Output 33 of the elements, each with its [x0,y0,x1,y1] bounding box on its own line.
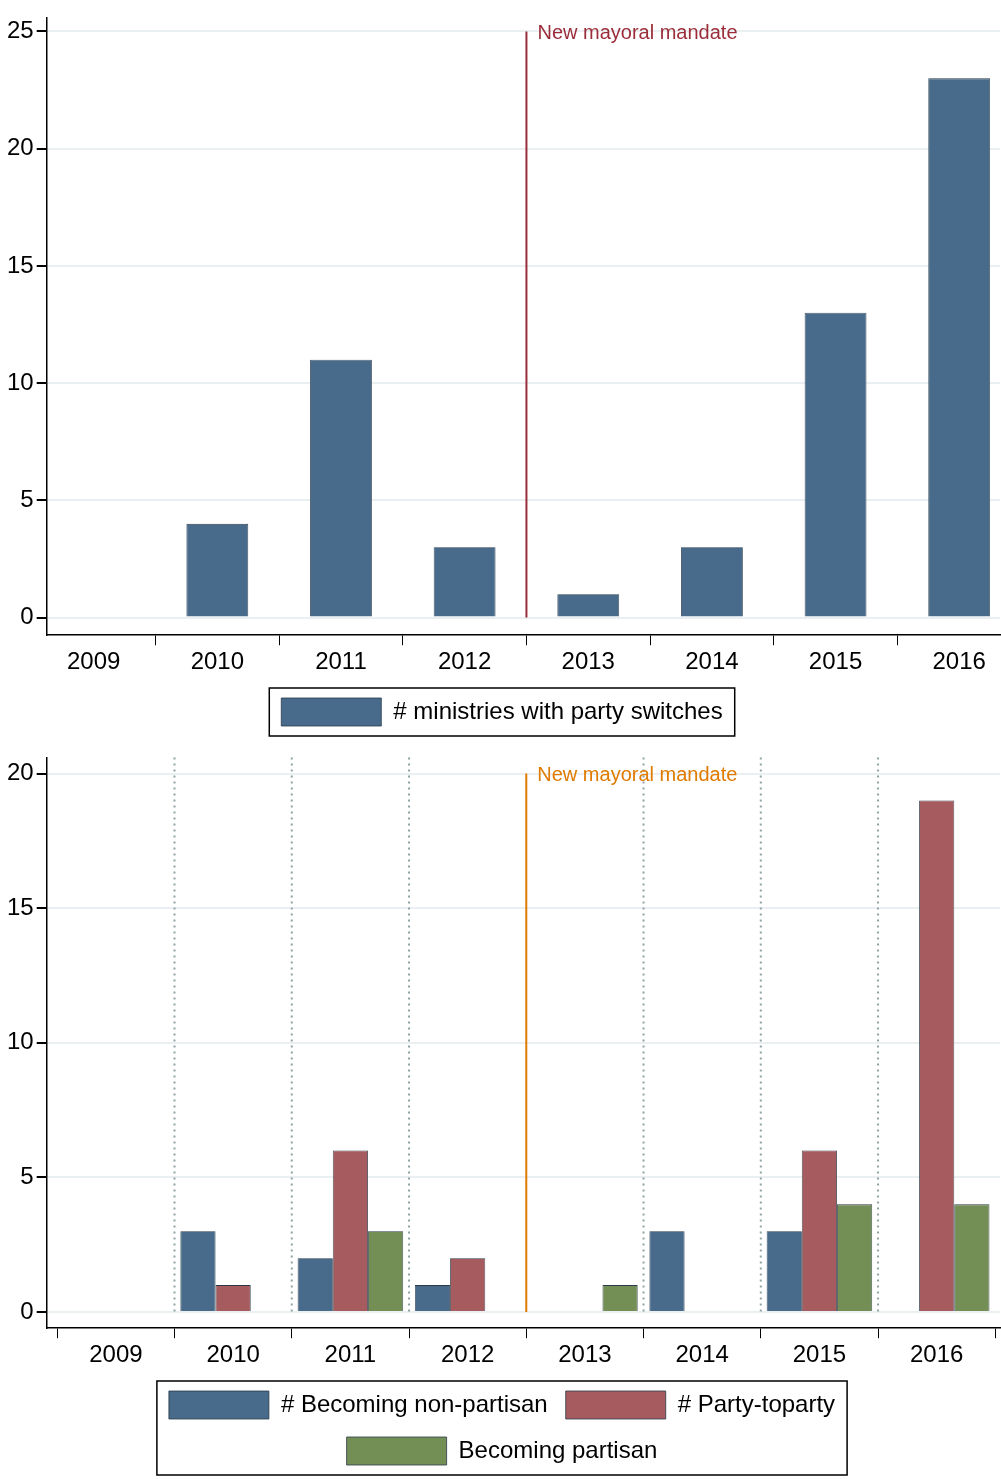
x-tick-label: 2012 [437,647,492,675]
y-tick-label: 20 [6,133,34,161]
x-tick-label: 2016 [909,1340,964,1368]
x-tick-label: 2011 [315,647,367,675]
x-tick-label: 2010 [206,1340,260,1368]
legend-label: # ministries with party switches [393,696,723,724]
y-tick-label: 5 [20,485,34,513]
x-tick-label: 2011 [324,1340,377,1368]
legend-label: # Party-toparty [677,1389,836,1417]
x-tick-label: 2013 [561,647,615,675]
y-tick-label: 15 [6,892,34,920]
y-tick-label: 15 [6,250,34,278]
y-tick-label: 20 [6,758,34,786]
x-tick-label: 2014 [675,1340,729,1368]
legend-label: # Becoming non-partisan [280,1389,548,1417]
ref-line-label: New mayoral mandate [537,20,738,43]
ref-line-label: New mayoral mandate [537,763,738,786]
y-tick-label: 5 [20,1162,34,1190]
x-tick-label: 2015 [808,647,863,675]
x-tick-label: 2010 [190,647,245,675]
x-tick-label: 2009 [66,647,121,675]
x-tick-label: 2014 [685,647,739,675]
x-tick-label: 2009 [89,1340,143,1368]
y-tick-label: 10 [6,367,34,395]
y-tick-label: 0 [20,602,34,630]
y-tick-label: 10 [6,1027,34,1055]
x-tick-label: 2015 [792,1340,847,1368]
y-tick-label: 0 [20,1296,34,1324]
x-tick-label: 2013 [558,1340,612,1368]
x-tick-label: 2012 [440,1340,495,1368]
legend-label: Becoming partisan [458,1435,658,1463]
y-tick-label: 25 [6,16,34,44]
x-tick-label: 2016 [932,647,986,675]
